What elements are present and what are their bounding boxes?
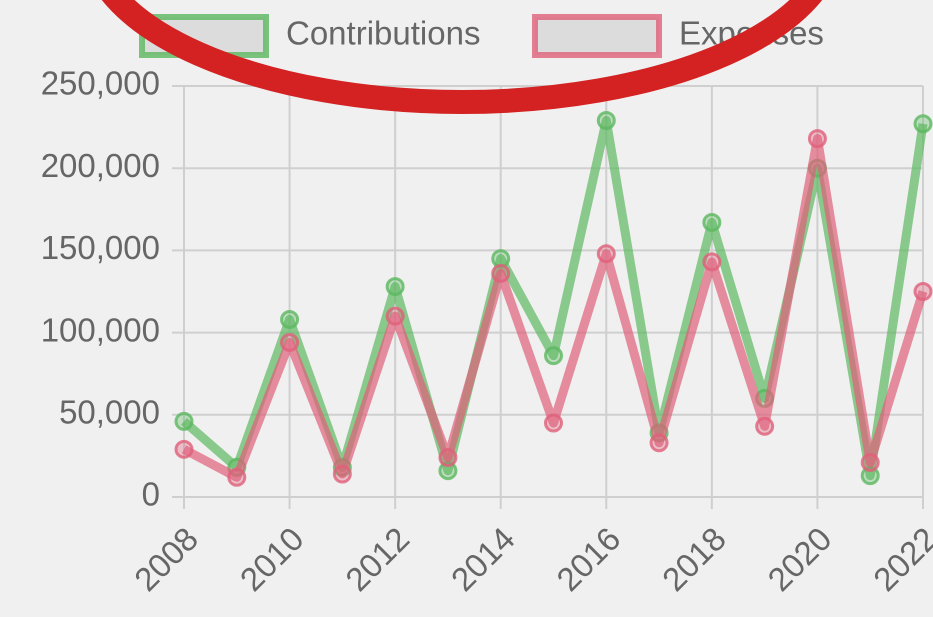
legend-label: Contributions	[286, 15, 480, 52]
x-tick-label: 2016	[549, 520, 627, 598]
y-tick-label: 50,000	[59, 394, 160, 431]
point	[915, 116, 931, 132]
x-tick-label: 2010	[233, 520, 311, 598]
y-tick-label: 200,000	[41, 147, 160, 184]
point	[546, 415, 562, 431]
chart: 0 50,000 100,000 150,000 200,000 250,000 2008 2…	[0, 0, 933, 617]
point	[546, 348, 562, 364]
y-tick-label: 100,000	[41, 311, 160, 348]
y-tick-label: 250,000	[41, 65, 160, 102]
point	[387, 279, 403, 295]
y-tick-label: 150,000	[41, 229, 160, 266]
point	[334, 466, 350, 482]
point	[387, 308, 403, 324]
point	[282, 334, 298, 350]
x-tick-label: 2014	[444, 520, 522, 598]
point	[704, 214, 720, 230]
point	[704, 254, 720, 270]
point	[282, 311, 298, 327]
point	[493, 265, 509, 281]
point	[598, 113, 614, 129]
legend-swatch	[535, 17, 659, 55]
point	[809, 131, 825, 147]
x-tick-label: 2008	[127, 520, 205, 598]
point	[440, 450, 456, 466]
point	[757, 418, 773, 434]
point	[915, 284, 931, 300]
point	[651, 435, 667, 451]
x-tick-label: 2018	[655, 520, 733, 598]
point	[862, 454, 878, 470]
y-tick-label: 0	[142, 476, 160, 513]
point	[176, 441, 192, 457]
x-tick-label: 2020	[760, 520, 838, 598]
point	[176, 413, 192, 429]
x-tick-label: 2012	[338, 520, 416, 598]
x-tick-label: 2022	[866, 520, 933, 598]
point	[229, 469, 245, 485]
point	[598, 246, 614, 262]
